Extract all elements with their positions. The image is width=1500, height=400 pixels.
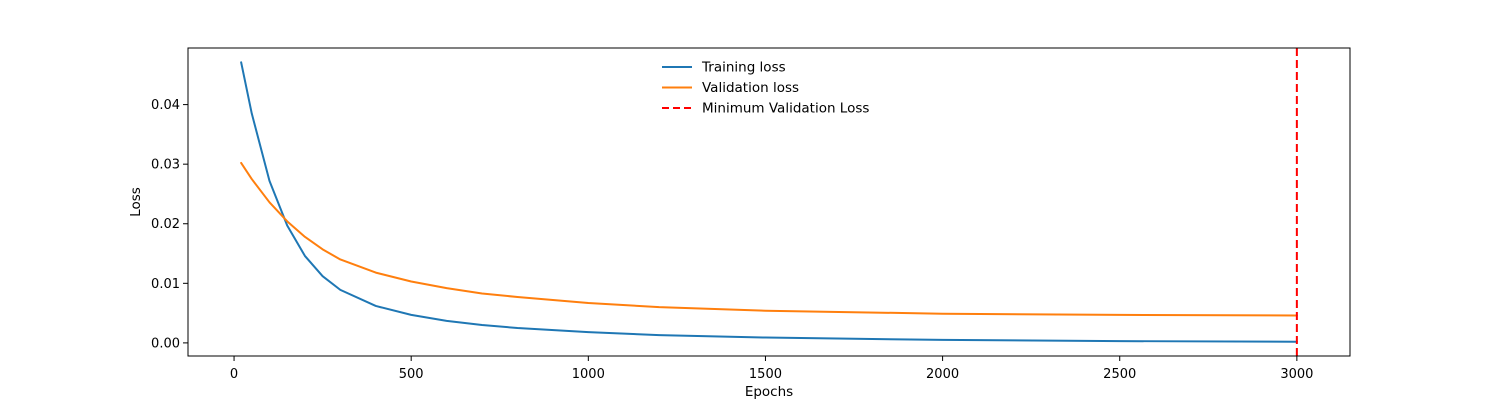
- y-tick-label: 0.00: [151, 336, 180, 351]
- x-tick-label: 2000: [926, 367, 959, 382]
- legend-label-0: Training loss: [701, 60, 786, 76]
- y-tick-label: 0.04: [151, 98, 180, 113]
- x-tick-label: 500: [399, 367, 424, 382]
- x-axis-label: Epochs: [745, 384, 793, 400]
- y-tick-label: 0.01: [151, 277, 180, 292]
- x-tick-label: 3000: [1280, 367, 1313, 382]
- legend-label-1: Validation loss: [702, 80, 799, 96]
- legend-label-2: Minimum Validation Loss: [702, 101, 869, 117]
- series-line-1: [240, 161, 1298, 317]
- x-tick-label: 2500: [1103, 367, 1136, 382]
- y-tick-label: 0.03: [151, 158, 180, 173]
- plot-frame: [187, 47, 1351, 357]
- y-axis-label: Loss: [128, 187, 144, 217]
- x-tick-label: 1000: [572, 367, 605, 382]
- y-tick-label: 0.02: [151, 217, 180, 232]
- x-tick-label: 1500: [749, 367, 782, 382]
- x-tick-label: 0: [230, 367, 238, 382]
